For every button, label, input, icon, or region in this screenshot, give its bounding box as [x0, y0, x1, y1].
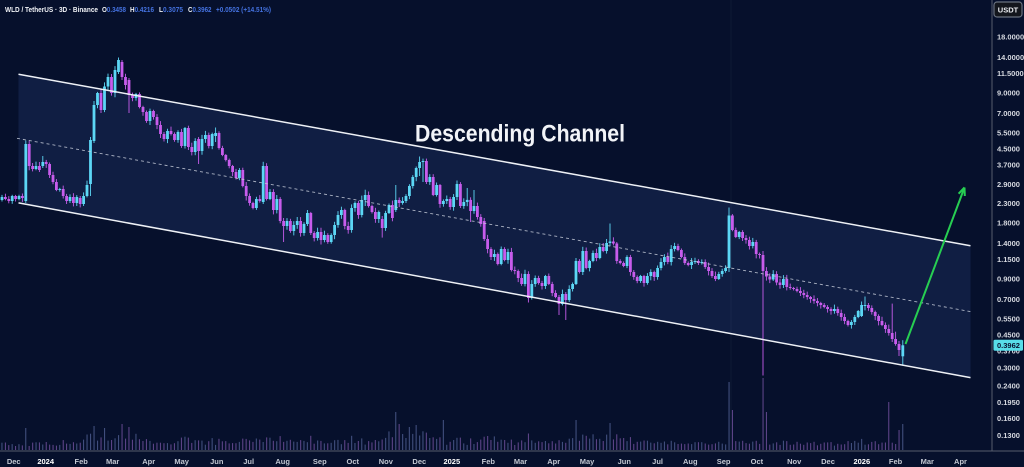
svg-text:0.7000: 0.7000 [997, 295, 1020, 304]
svg-text:Mar: Mar [514, 457, 527, 466]
svg-text:USDT: USDT [998, 6, 1019, 15]
svg-text:4.5000: 4.5000 [997, 145, 1020, 154]
svg-text:1.4000: 1.4000 [997, 239, 1020, 248]
svg-text:18.0000: 18.0000 [997, 33, 1024, 42]
svg-text:0.1600: 0.1600 [997, 414, 1020, 423]
svg-text:Jun: Jun [210, 457, 224, 466]
svg-text:0.3000: 0.3000 [997, 363, 1020, 372]
svg-text:0.3700: 0.3700 [997, 346, 1020, 355]
svg-text:3.7000: 3.7000 [997, 160, 1020, 169]
svg-text:Aug: Aug [275, 457, 290, 466]
svg-text:H0.4216: H0.4216 [130, 7, 154, 14]
svg-text:0.1300: 0.1300 [997, 431, 1020, 440]
svg-text:Apr: Apr [142, 457, 155, 466]
svg-text:Mar: Mar [106, 457, 119, 466]
svg-text:0.3962: 0.3962 [997, 341, 1020, 350]
svg-text:Apr: Apr [547, 457, 560, 466]
svg-text:Dec: Dec [7, 457, 21, 466]
svg-text:9.0000: 9.0000 [997, 89, 1020, 98]
svg-text:11.5000: 11.5000 [997, 69, 1024, 78]
svg-text:Nov: Nov [787, 457, 802, 466]
svg-text:Descending Channel: Descending Channel [415, 120, 625, 147]
svg-text:Oct: Oct [347, 457, 360, 466]
svg-text:Jul: Jul [243, 457, 254, 466]
svg-text:Apr: Apr [954, 457, 967, 466]
svg-text:+0.0502 (+14.51%): +0.0502 (+14.51%) [216, 7, 271, 14]
svg-text:Mar: Mar [921, 457, 934, 466]
svg-text:2.9000: 2.9000 [997, 180, 1020, 189]
svg-text:Oct: Oct [751, 457, 764, 466]
svg-text:0.1950: 0.1950 [997, 398, 1020, 407]
svg-text:Feb: Feb [889, 457, 903, 466]
svg-text:Sep: Sep [717, 457, 731, 466]
svg-text:L0.3075: L0.3075 [159, 7, 183, 14]
svg-text:May: May [580, 457, 595, 466]
svg-text:2024: 2024 [37, 457, 55, 466]
svg-text:7.0000: 7.0000 [997, 109, 1020, 118]
svg-text:Sep: Sep [313, 457, 327, 466]
svg-text:0.9000: 0.9000 [997, 275, 1020, 284]
svg-text:Aug: Aug [683, 457, 698, 466]
svg-text:Dec: Dec [821, 457, 835, 466]
svg-text:1.1500: 1.1500 [997, 255, 1020, 264]
svg-text:14.0000: 14.0000 [997, 53, 1024, 62]
svg-text:1.8000: 1.8000 [997, 219, 1020, 228]
svg-text:0.4500: 0.4500 [997, 331, 1020, 340]
svg-text:0.5500: 0.5500 [997, 314, 1020, 323]
svg-text:2025: 2025 [443, 457, 460, 466]
svg-text:5.5000: 5.5000 [997, 128, 1020, 137]
svg-text:WLD / TetherUS · 3D · Binance: WLD / TetherUS · 3D · Binance [5, 7, 98, 14]
svg-text:Jun: Jun [618, 457, 632, 466]
svg-text:Feb: Feb [482, 457, 496, 466]
svg-text:Feb: Feb [75, 457, 89, 466]
svg-text:Dec: Dec [412, 457, 426, 466]
svg-text:O0.3458: O0.3458 [102, 7, 126, 14]
svg-text:May: May [174, 457, 189, 466]
svg-text:Nov: Nov [379, 457, 394, 466]
svg-text:2026: 2026 [853, 457, 870, 466]
svg-text:0.2400: 0.2400 [997, 381, 1020, 390]
svg-text:Jul: Jul [652, 457, 663, 466]
svg-text:2.3000: 2.3000 [997, 199, 1020, 208]
svg-text:C0.3962: C0.3962 [188, 7, 212, 14]
